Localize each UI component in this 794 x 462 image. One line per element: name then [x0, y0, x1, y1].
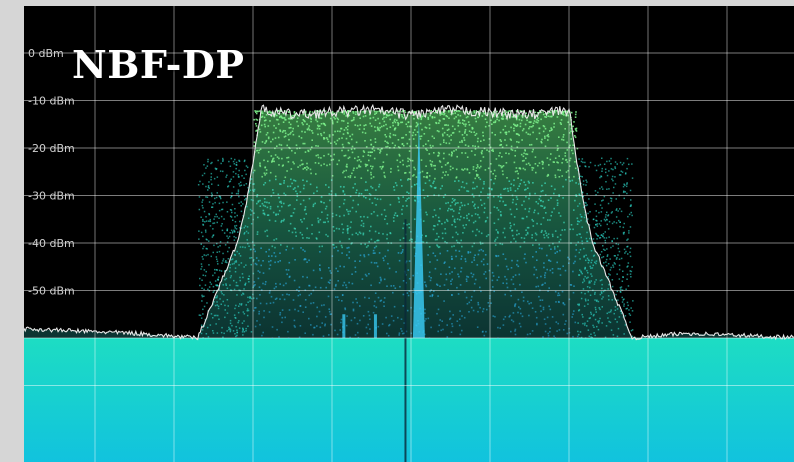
passband-fill — [24, 110, 794, 462]
y-tick-label: 0 dBm — [28, 47, 64, 60]
max-hold-trace — [24, 103, 794, 341]
overlay-title: NBF-DP — [72, 42, 245, 87]
y-tick-label: -40 dBm — [28, 237, 75, 250]
spectrum-plot: 0 dBm -10 dBm -20 dBm -30 dBm -40 dBm -50 dBm — [24, 6, 794, 462]
y-tick-label: -50 dBm — [28, 285, 75, 298]
y-tick-label: -20 dBm — [28, 142, 75, 155]
carrier-spike — [412, 119, 425, 338]
y-tick-label: -10 dBm — [28, 95, 75, 108]
spectrum-display: 0 dBm -10 dBm -20 dBm -30 dBm -40 dBm -50 dBm… — [24, 6, 794, 462]
y-tick-label: -30 dBm — [28, 190, 75, 203]
